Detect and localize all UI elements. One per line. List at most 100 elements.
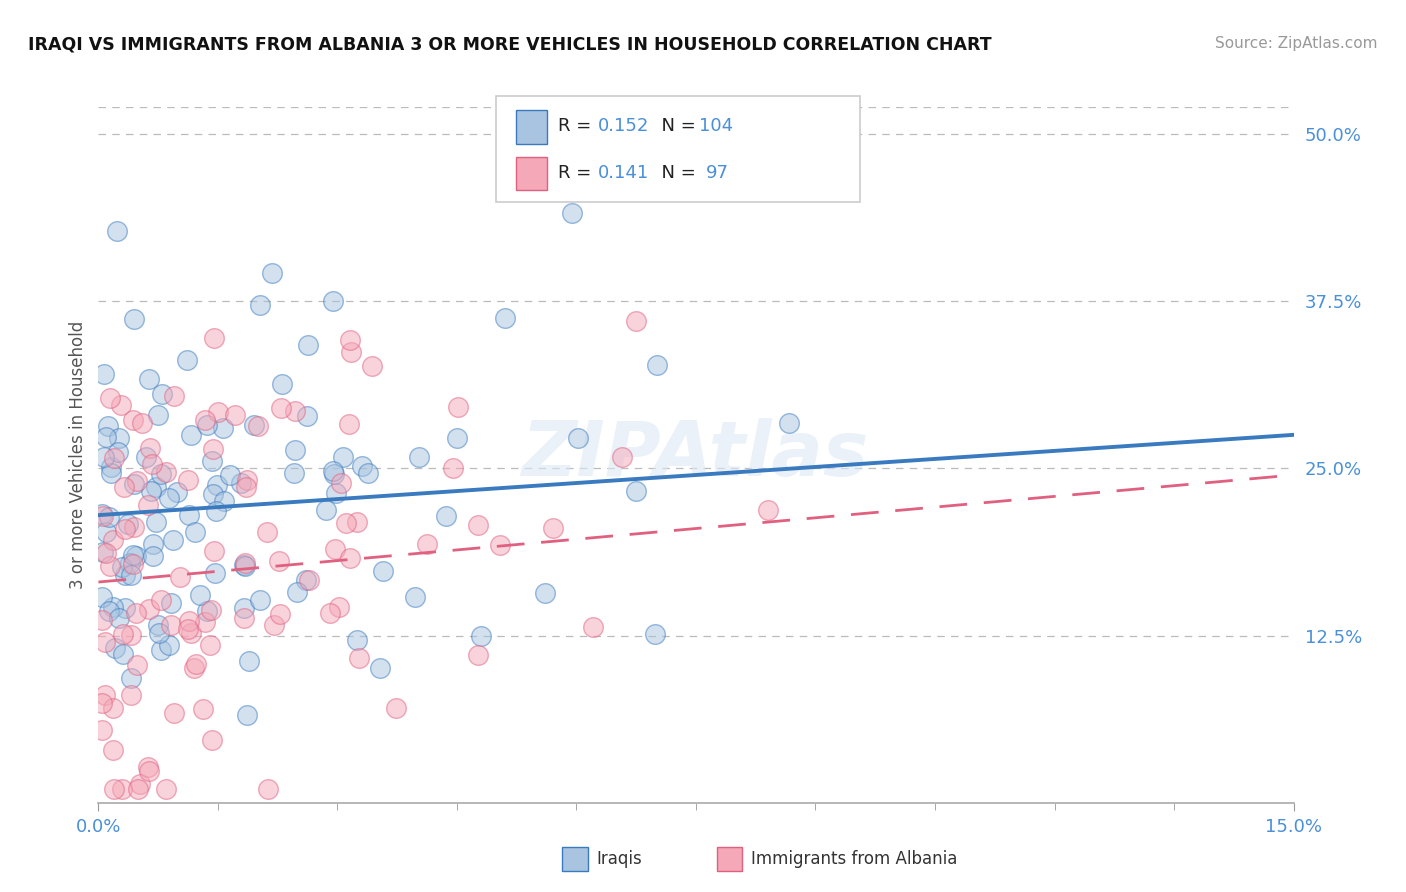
- Point: [249, 593, 271, 607]
- Point: [91, 507, 114, 521]
- Point: [201, 442, 224, 456]
- Point: [100, 460, 122, 475]
- Point: [434, 508, 457, 523]
- Point: [139, 441, 162, 455]
- Point: [122, 312, 145, 326]
- Point: [346, 632, 368, 647]
- Point: [139, 484, 162, 499]
- Point: [125, 607, 148, 621]
- Point: [138, 372, 160, 386]
- Text: 0.141: 0.141: [598, 164, 648, 182]
- Point: [232, 611, 254, 625]
- Point: [91, 613, 114, 627]
- Point: [117, 517, 139, 532]
- Point: [236, 473, 259, 487]
- Point: [91, 508, 114, 523]
- Point: [446, 431, 468, 445]
- Point: [120, 568, 142, 582]
- Point: [121, 413, 143, 427]
- Point: [97, 604, 120, 618]
- Point: [127, 782, 149, 797]
- Point: [330, 476, 353, 491]
- Point: [183, 661, 205, 675]
- Point: [328, 600, 350, 615]
- Point: [441, 460, 464, 475]
- Text: ZIPAtlas: ZIPAtlas: [522, 418, 870, 491]
- Point: [368, 661, 391, 675]
- Point: [260, 266, 283, 280]
- Point: [335, 516, 357, 530]
- Point: [184, 524, 207, 539]
- Point: [357, 466, 380, 480]
- Point: [94, 524, 117, 539]
- Point: [470, 629, 492, 643]
- Text: R =: R =: [558, 117, 598, 135]
- Point: [150, 592, 173, 607]
- Text: N =: N =: [650, 164, 702, 182]
- Point: [101, 700, 124, 714]
- Point: [346, 515, 368, 529]
- Point: [360, 359, 382, 373]
- Y-axis label: 3 or more Vehicles in Household: 3 or more Vehicles in Household: [69, 321, 87, 589]
- Point: [224, 409, 246, 423]
- Point: [112, 480, 135, 494]
- Point: [135, 450, 157, 464]
- Point: [233, 556, 256, 570]
- Point: [297, 338, 319, 352]
- Point: [207, 405, 229, 419]
- Point: [284, 404, 307, 418]
- Point: [447, 400, 470, 414]
- Point: [287, 584, 309, 599]
- Point: [205, 504, 228, 518]
- Point: [100, 466, 122, 480]
- Point: [231, 475, 253, 490]
- Point: [122, 476, 145, 491]
- Point: [200, 603, 222, 617]
- Text: Source: ZipAtlas.com: Source: ZipAtlas.com: [1215, 36, 1378, 51]
- Point: [235, 480, 257, 494]
- Point: [94, 688, 117, 702]
- Point: [107, 610, 129, 624]
- Point: [125, 549, 148, 563]
- Point: [271, 376, 294, 391]
- Point: [284, 442, 307, 457]
- Point: [122, 549, 145, 563]
- Point: [152, 387, 174, 401]
- Point: [142, 537, 165, 551]
- Point: [93, 367, 115, 381]
- Text: 97: 97: [706, 164, 728, 182]
- Point: [404, 590, 426, 604]
- Point: [162, 533, 184, 548]
- Point: [91, 696, 114, 710]
- Point: [218, 467, 240, 482]
- Point: [125, 658, 148, 673]
- Text: 104: 104: [699, 117, 733, 135]
- Point: [98, 391, 121, 405]
- Point: [136, 498, 159, 512]
- Point: [150, 467, 173, 481]
- Point: [101, 533, 124, 548]
- Point: [561, 206, 583, 220]
- Point: [644, 627, 666, 641]
- Point: [337, 417, 360, 431]
- Point: [347, 651, 370, 665]
- Point: [541, 521, 564, 535]
- Point: [339, 551, 361, 566]
- Point: [125, 474, 148, 488]
- Point: [145, 516, 167, 530]
- Point: [120, 556, 142, 570]
- Point: [155, 782, 177, 797]
- Point: [169, 570, 191, 584]
- Point: [195, 604, 218, 618]
- Point: [332, 450, 354, 464]
- Text: R =: R =: [558, 164, 598, 182]
- Point: [263, 617, 285, 632]
- Point: [105, 225, 128, 239]
- Point: [124, 520, 146, 534]
- Point: [103, 450, 125, 465]
- Point: [534, 586, 557, 600]
- Point: [467, 518, 489, 533]
- Point: [283, 467, 305, 481]
- Point: [103, 599, 125, 614]
- Point: [212, 421, 235, 435]
